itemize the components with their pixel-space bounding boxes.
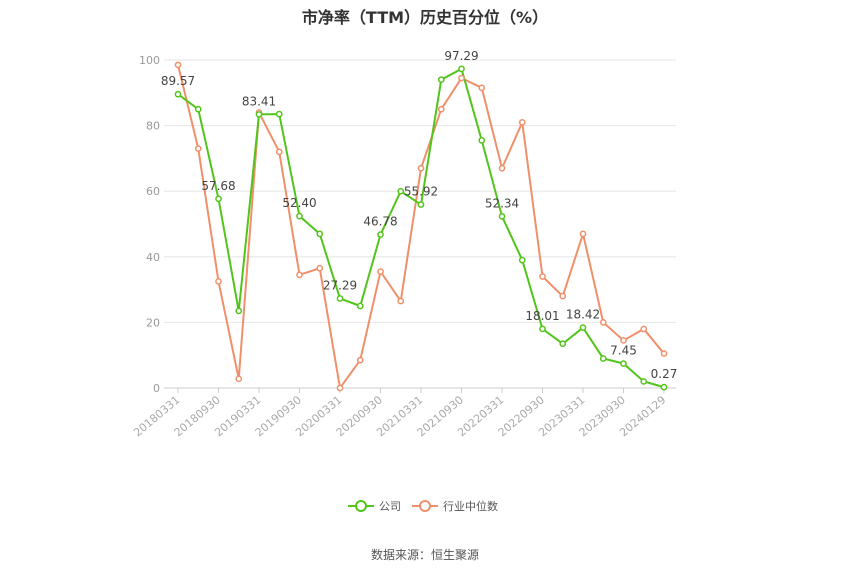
data-point-0 (296, 212, 303, 220)
data-point-1 (620, 337, 627, 344)
source-note: 数据来源：恒生聚源 (370, 548, 479, 562)
data-label: 89.57 (161, 74, 195, 88)
data-label: 18.42 (566, 308, 600, 322)
data-point-1 (518, 118, 526, 126)
data-point-0 (215, 195, 222, 203)
data-point-1 (316, 264, 324, 272)
data-point-0 (174, 90, 182, 98)
data-point-1 (296, 271, 303, 279)
data-point-1 (599, 319, 607, 326)
data-point-0 (458, 65, 465, 73)
y-tick-label: 60 (146, 185, 160, 198)
data-point-1 (377, 268, 384, 275)
y-tick-label: 100 (139, 54, 160, 67)
data-point-1 (498, 164, 506, 172)
data-point-0 (539, 325, 546, 333)
data-point-0 (620, 360, 627, 367)
chart-title: 市净率（TTM）历史百分位（%） (301, 8, 549, 27)
data-point-1 (437, 105, 445, 113)
data-point-1 (640, 325, 648, 333)
data-point-0 (316, 230, 324, 238)
legend-label[interactable]: 公司 (379, 500, 401, 513)
data-point-1 (417, 164, 425, 172)
data-point-0 (660, 383, 668, 391)
data-point-0 (579, 324, 587, 331)
legend-swatch-marker[interactable] (355, 500, 367, 512)
data-point-1 (174, 61, 182, 69)
data-point-0 (437, 76, 445, 84)
data-point-1 (397, 297, 405, 305)
data-point-1 (336, 384, 344, 392)
legend-swatch-marker[interactable] (419, 500, 431, 512)
data-point-0 (356, 302, 364, 310)
data-point-1 (660, 350, 668, 357)
data-point-1 (356, 356, 364, 364)
y-tick-label: 80 (146, 120, 160, 133)
data-point-0 (377, 231, 384, 238)
data-point-0 (336, 295, 344, 302)
y-tick-label: 0 (153, 382, 160, 395)
data-point-0 (235, 307, 243, 315)
data-point-1 (559, 292, 567, 300)
data-point-0 (255, 111, 263, 118)
data-point-0 (498, 212, 506, 220)
legend-label[interactable]: 行业中位数 (443, 499, 498, 513)
data-point-0 (518, 256, 526, 264)
data-point-1 (458, 74, 465, 82)
data-point-0 (194, 105, 202, 113)
data-label: 46.78 (363, 215, 397, 229)
y-tick-label: 20 (146, 316, 160, 329)
data-label: 83.41 (242, 94, 276, 108)
data-point-1 (275, 148, 283, 156)
data-point-0 (599, 355, 607, 362)
data-label: 97.29 (444, 49, 478, 63)
data-label: 18.01 (525, 309, 559, 323)
data-point-0 (417, 201, 425, 208)
data-point-0 (275, 110, 283, 118)
data-point-1 (579, 230, 587, 238)
data-label: 0.27 (651, 367, 678, 381)
data-label: 57.68 (201, 179, 235, 193)
data-label: 27.29 (323, 278, 357, 292)
data-point-0 (478, 137, 486, 144)
data-point-0 (559, 340, 567, 348)
data-point-1 (235, 375, 243, 383)
data-label: 52.34 (485, 196, 519, 210)
data-point-1 (194, 145, 202, 152)
data-point-0 (640, 378, 648, 385)
data-label: 55.92 (404, 185, 438, 199)
y-tick-label: 40 (146, 251, 160, 264)
data-label: 7.45 (610, 344, 637, 358)
data-point-1 (478, 84, 486, 92)
data-point-0 (397, 187, 405, 195)
data-label: 52.40 (282, 196, 316, 210)
data-point-1 (539, 273, 546, 280)
data-point-1 (215, 278, 222, 285)
